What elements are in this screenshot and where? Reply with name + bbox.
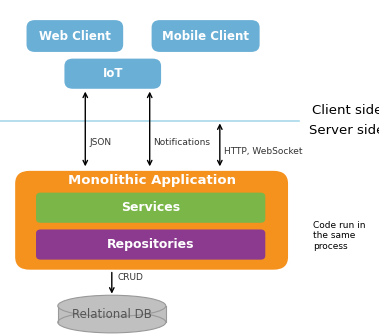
Text: HTTP, WebSocket: HTTP, WebSocket	[224, 147, 302, 156]
Text: CRUD: CRUD	[117, 273, 143, 282]
FancyBboxPatch shape	[58, 306, 166, 322]
Text: Web Client: Web Client	[39, 29, 111, 43]
Ellipse shape	[58, 312, 166, 333]
Text: Server side: Server side	[309, 124, 379, 137]
Text: Monolithic Application: Monolithic Application	[67, 174, 236, 187]
Text: Client side: Client side	[312, 104, 379, 117]
FancyBboxPatch shape	[15, 171, 288, 270]
Text: Repositories: Repositories	[107, 238, 194, 251]
FancyBboxPatch shape	[152, 20, 260, 52]
Text: IoT: IoT	[102, 67, 123, 80]
FancyBboxPatch shape	[36, 229, 265, 260]
Text: Notifications: Notifications	[153, 138, 210, 147]
FancyBboxPatch shape	[27, 20, 123, 52]
Text: Mobile Client: Mobile Client	[162, 29, 249, 43]
FancyBboxPatch shape	[36, 193, 265, 223]
Text: Relational DB: Relational DB	[72, 308, 152, 321]
Text: Code run in
the same
process: Code run in the same process	[313, 221, 365, 251]
Text: JSON: JSON	[89, 138, 111, 147]
Ellipse shape	[58, 295, 166, 317]
FancyBboxPatch shape	[64, 59, 161, 89]
Text: Services: Services	[121, 201, 180, 214]
